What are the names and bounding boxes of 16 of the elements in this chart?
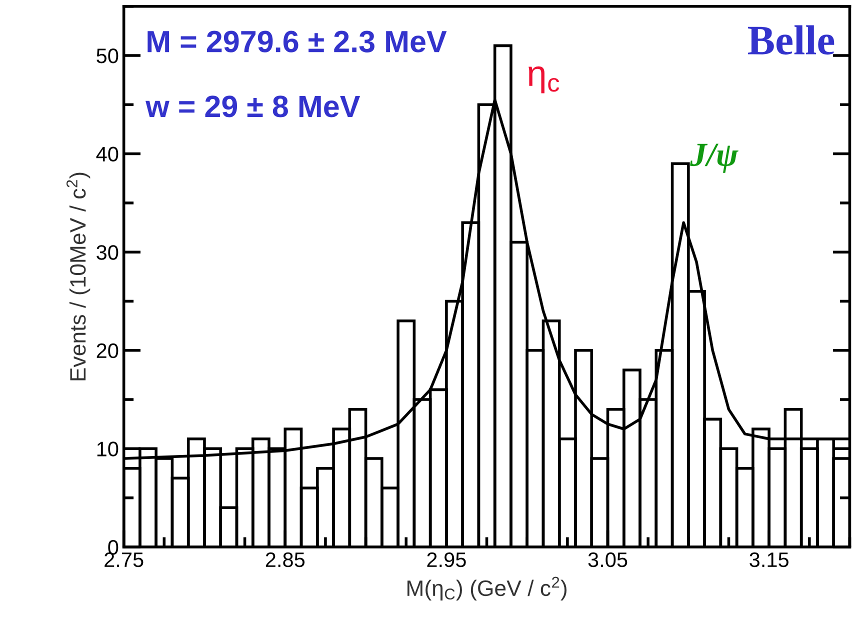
x-tick-label: 2.95 [427, 552, 466, 568]
x-tick-label: 3.15 [750, 552, 788, 568]
x-tick-label: 2.85 [266, 552, 305, 568]
annotation: w = 29 ± 8 MeV [146, 96, 360, 118]
annotation: M = 2979.6 ± 2.3 MeV [148, 30, 447, 52]
annotation: J/ψ [690, 144, 738, 173]
y-axis-title: Events / (10MeV / c$^{2}$) [66, 172, 90, 380]
x-tick-label: 3.05 [588, 552, 628, 568]
y-tick-label: 40 [96, 146, 118, 162]
y-tick-label: 10 [97, 442, 118, 456]
y-tick-label: 50 [96, 48, 118, 64]
x-axis-title: M(η$_{C}$) (GeV / c$^{2}$) [407, 576, 567, 600]
y-tick-label: 30 [96, 245, 118, 260]
y-tick-label: 20 [96, 343, 118, 358]
annotation: Belle [748, 25, 834, 55]
annotation: η$_{c}$ [528, 66, 560, 94]
